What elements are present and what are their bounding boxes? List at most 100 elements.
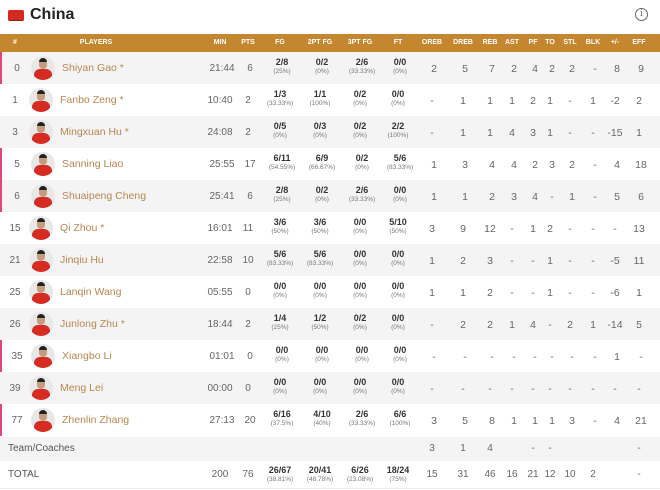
fg-made: 0/0	[275, 345, 289, 355]
ft-pct: (0%)	[391, 260, 405, 267]
dreb: 5	[462, 415, 468, 427]
eff: -	[637, 383, 641, 395]
stl: 10	[564, 469, 576, 480]
eff: -	[637, 443, 641, 454]
column-header[interactable]: FT	[393, 39, 403, 46]
player-name-link[interactable]: Shiyan Gao *	[62, 62, 124, 74]
3pt-fg-made: 0/0	[355, 345, 369, 355]
stl: -	[568, 223, 572, 235]
fg-made: 6/16	[273, 409, 291, 419]
player-name-link[interactable]: Sanning Liao	[62, 158, 124, 170]
points: 6	[247, 191, 253, 202]
table-header: # PLAYERS MIN PTS FG 2PT FG 3PT FG FT OREB DREB RE…	[0, 34, 660, 52]
player-name-link[interactable]: Lanqin Wang	[60, 286, 122, 298]
fg-pct: (25%)	[273, 196, 291, 203]
info-icon[interactable]: i	[635, 8, 648, 21]
3pt-fg-made: 0/0	[353, 377, 367, 387]
column-header[interactable]: FG	[275, 39, 285, 46]
points: 17	[244, 159, 256, 170]
2pt-fg: 1/1 (100%)	[310, 89, 331, 109]
column-header[interactable]: PTS	[241, 39, 255, 46]
minutes: 01:01	[209, 351, 235, 362]
reb: 7	[489, 63, 495, 75]
column-header[interactable]: PLAYERS	[79, 39, 113, 46]
pf: 21	[527, 469, 539, 480]
jersey-number: 6	[14, 191, 20, 202]
minutes: 25:55	[209, 159, 235, 170]
ft-pct: (0%)	[393, 356, 407, 363]
player-name-link[interactable]: Fanbo Zeng *	[60, 94, 124, 106]
player-name-link[interactable]: Mingxuan Hu *	[60, 126, 129, 138]
reb: 4	[489, 159, 495, 171]
player-name-link[interactable]: Shuaipeng Cheng	[62, 190, 147, 202]
fg-pct: (33.33%)	[266, 100, 294, 107]
3pt-fg-pct: (33.33%)	[348, 196, 376, 203]
player-row: 26 Junlong Zhu * 18:44 2 1/4 (25%) 1/2 (50%) 0/2…	[0, 308, 660, 340]
points: 2	[245, 95, 251, 106]
column-header[interactable]: TO	[545, 39, 555, 46]
3pt-fg: 0/0 (0%)	[353, 217, 367, 237]
blk: -	[593, 415, 597, 427]
3pt-fg-made: 2/6	[355, 409, 369, 419]
player-name-link[interactable]: Qi Zhou *	[60, 222, 105, 234]
2pt-fg-made: 0/2	[315, 57, 329, 67]
ft-made: 5/10	[389, 217, 407, 227]
ast: -	[510, 223, 514, 235]
ft-pct: (0%)	[391, 292, 405, 299]
oreb: 15	[426, 469, 438, 480]
ft: 2/2 (100%)	[388, 121, 409, 141]
column-header[interactable]: AST	[505, 39, 519, 46]
column-header[interactable]: BLK	[585, 39, 601, 46]
fg-made: 3/6	[273, 217, 287, 227]
player-name-link[interactable]: Jinqiu Hu	[60, 254, 104, 266]
2pt-fg-pct: (100%)	[309, 100, 331, 107]
fg-pct: (37.5%)	[270, 420, 294, 427]
2pt-fg-made: 0/0	[313, 377, 327, 387]
player-row: 77 Zhenlin Zhang 27:13 20 6/16 (37.5%) 4/10 (40…	[0, 404, 660, 436]
dreb: 1	[460, 127, 466, 139]
jersey-number: 35	[11, 351, 23, 362]
column-header[interactable]: 3PT FG	[347, 39, 373, 46]
fg: 1/4 (25%)	[271, 313, 288, 333]
column-header[interactable]: 2PT FG	[307, 39, 333, 46]
minutes: 18:44	[207, 319, 233, 330]
player-row: 6 Shuaipeng Cheng 25:41 6 2/8 (25%) 0/2 (0%) 2/6…	[0, 180, 660, 212]
dreb: 9	[460, 223, 466, 235]
player-name-link[interactable]: Junlong Zhu *	[60, 318, 125, 330]
reb: 2	[489, 191, 495, 203]
column-header[interactable]: #	[13, 39, 17, 46]
ft-made: 18/24	[386, 465, 410, 475]
plus-minus: 4	[614, 415, 620, 427]
column-header[interactable]: REB	[482, 39, 498, 46]
column-header[interactable]: MIN	[213, 39, 227, 46]
stl: 1	[569, 191, 575, 203]
column-header[interactable]: EFF	[632, 39, 646, 46]
column-header[interactable]: +/-	[610, 39, 620, 46]
jersey-number: 1	[12, 95, 18, 106]
2pt-fg-pct: (0%)	[313, 292, 327, 299]
plus-minus: 8	[614, 63, 620, 75]
pf: 3	[530, 127, 536, 139]
fg-pct: (0%)	[273, 132, 287, 139]
column-header[interactable]: PF	[528, 39, 538, 46]
3pt-fg-pct: (23.08%)	[346, 476, 374, 483]
column-header[interactable]: OREB	[421, 39, 443, 46]
reb: -	[490, 351, 494, 363]
2pt-fg-pct: (50%)	[311, 324, 329, 331]
minutes: 25:41	[209, 191, 235, 202]
player-name-link[interactable]: Meng Lei	[60, 382, 104, 394]
dreb: 31	[457, 469, 469, 480]
ft-pct: (83.33%)	[386, 164, 414, 171]
player-name-link[interactable]: Zhenlin Zhang	[62, 414, 130, 426]
oreb: 1	[429, 287, 435, 299]
ft-made: 0/0	[391, 281, 405, 291]
3pt-fg-made: 0/2	[353, 313, 367, 323]
reb: 3	[487, 255, 493, 267]
3pt-fg-made: 2/6	[355, 57, 369, 67]
column-header[interactable]: STL	[563, 39, 577, 46]
minutes: 10:40	[207, 95, 233, 106]
blk: -	[591, 383, 595, 395]
player-name-link[interactable]: Xiangbo Li	[62, 350, 112, 362]
column-header[interactable]: DREB	[453, 39, 473, 46]
plus-minus: 4	[614, 159, 620, 171]
